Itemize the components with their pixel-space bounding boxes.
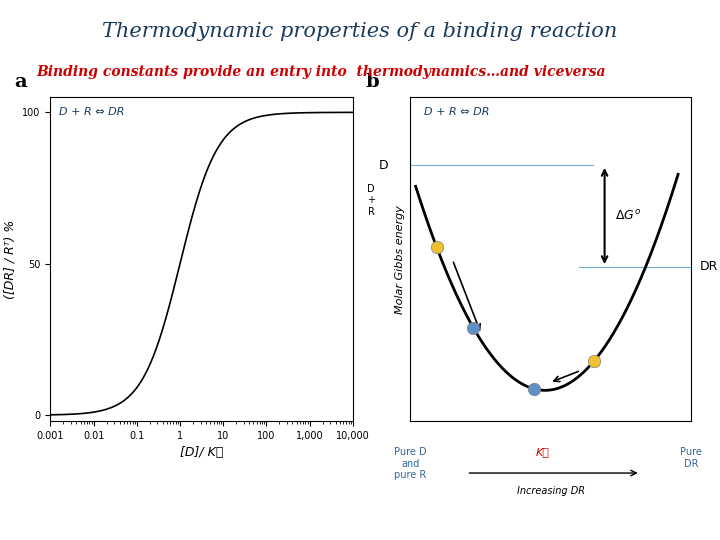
X-axis label: [D]/ K₝: [D]/ K₝ — [180, 447, 223, 460]
Text: $\Delta G^o$: $\Delta G^o$ — [615, 209, 641, 223]
Text: Pure
DR: Pure DR — [680, 447, 702, 469]
Y-axis label: ([DR] / Rᵀ) %: ([DR] / Rᵀ) % — [4, 220, 17, 299]
Text: K₝: K₝ — [536, 447, 549, 457]
Text: D
+
R: D + R — [367, 184, 375, 217]
Y-axis label: Molar Gibbs energy: Molar Gibbs energy — [395, 205, 405, 314]
Text: a: a — [14, 73, 27, 91]
Point — [467, 323, 479, 332]
Text: D + R ⇔ DR: D + R ⇔ DR — [60, 107, 125, 117]
Text: b: b — [366, 73, 379, 91]
Text: D + R ⇔ DR: D + R ⇔ DR — [425, 107, 490, 117]
Point — [588, 357, 600, 366]
Text: D: D — [378, 159, 388, 172]
Text: Increasing DR: Increasing DR — [517, 486, 585, 496]
Point — [528, 384, 539, 393]
Text: DR: DR — [700, 260, 718, 273]
Text: Binding constants provide an entry into  thermodynamics…and viceversa: Binding constants provide an entry into … — [36, 65, 606, 79]
Text: Pure D
and
pure R: Pure D and pure R — [394, 447, 427, 480]
Text: Thermodynamic properties of a binding reaction: Thermodynamic properties of a binding re… — [102, 22, 618, 40]
Point — [431, 243, 442, 252]
